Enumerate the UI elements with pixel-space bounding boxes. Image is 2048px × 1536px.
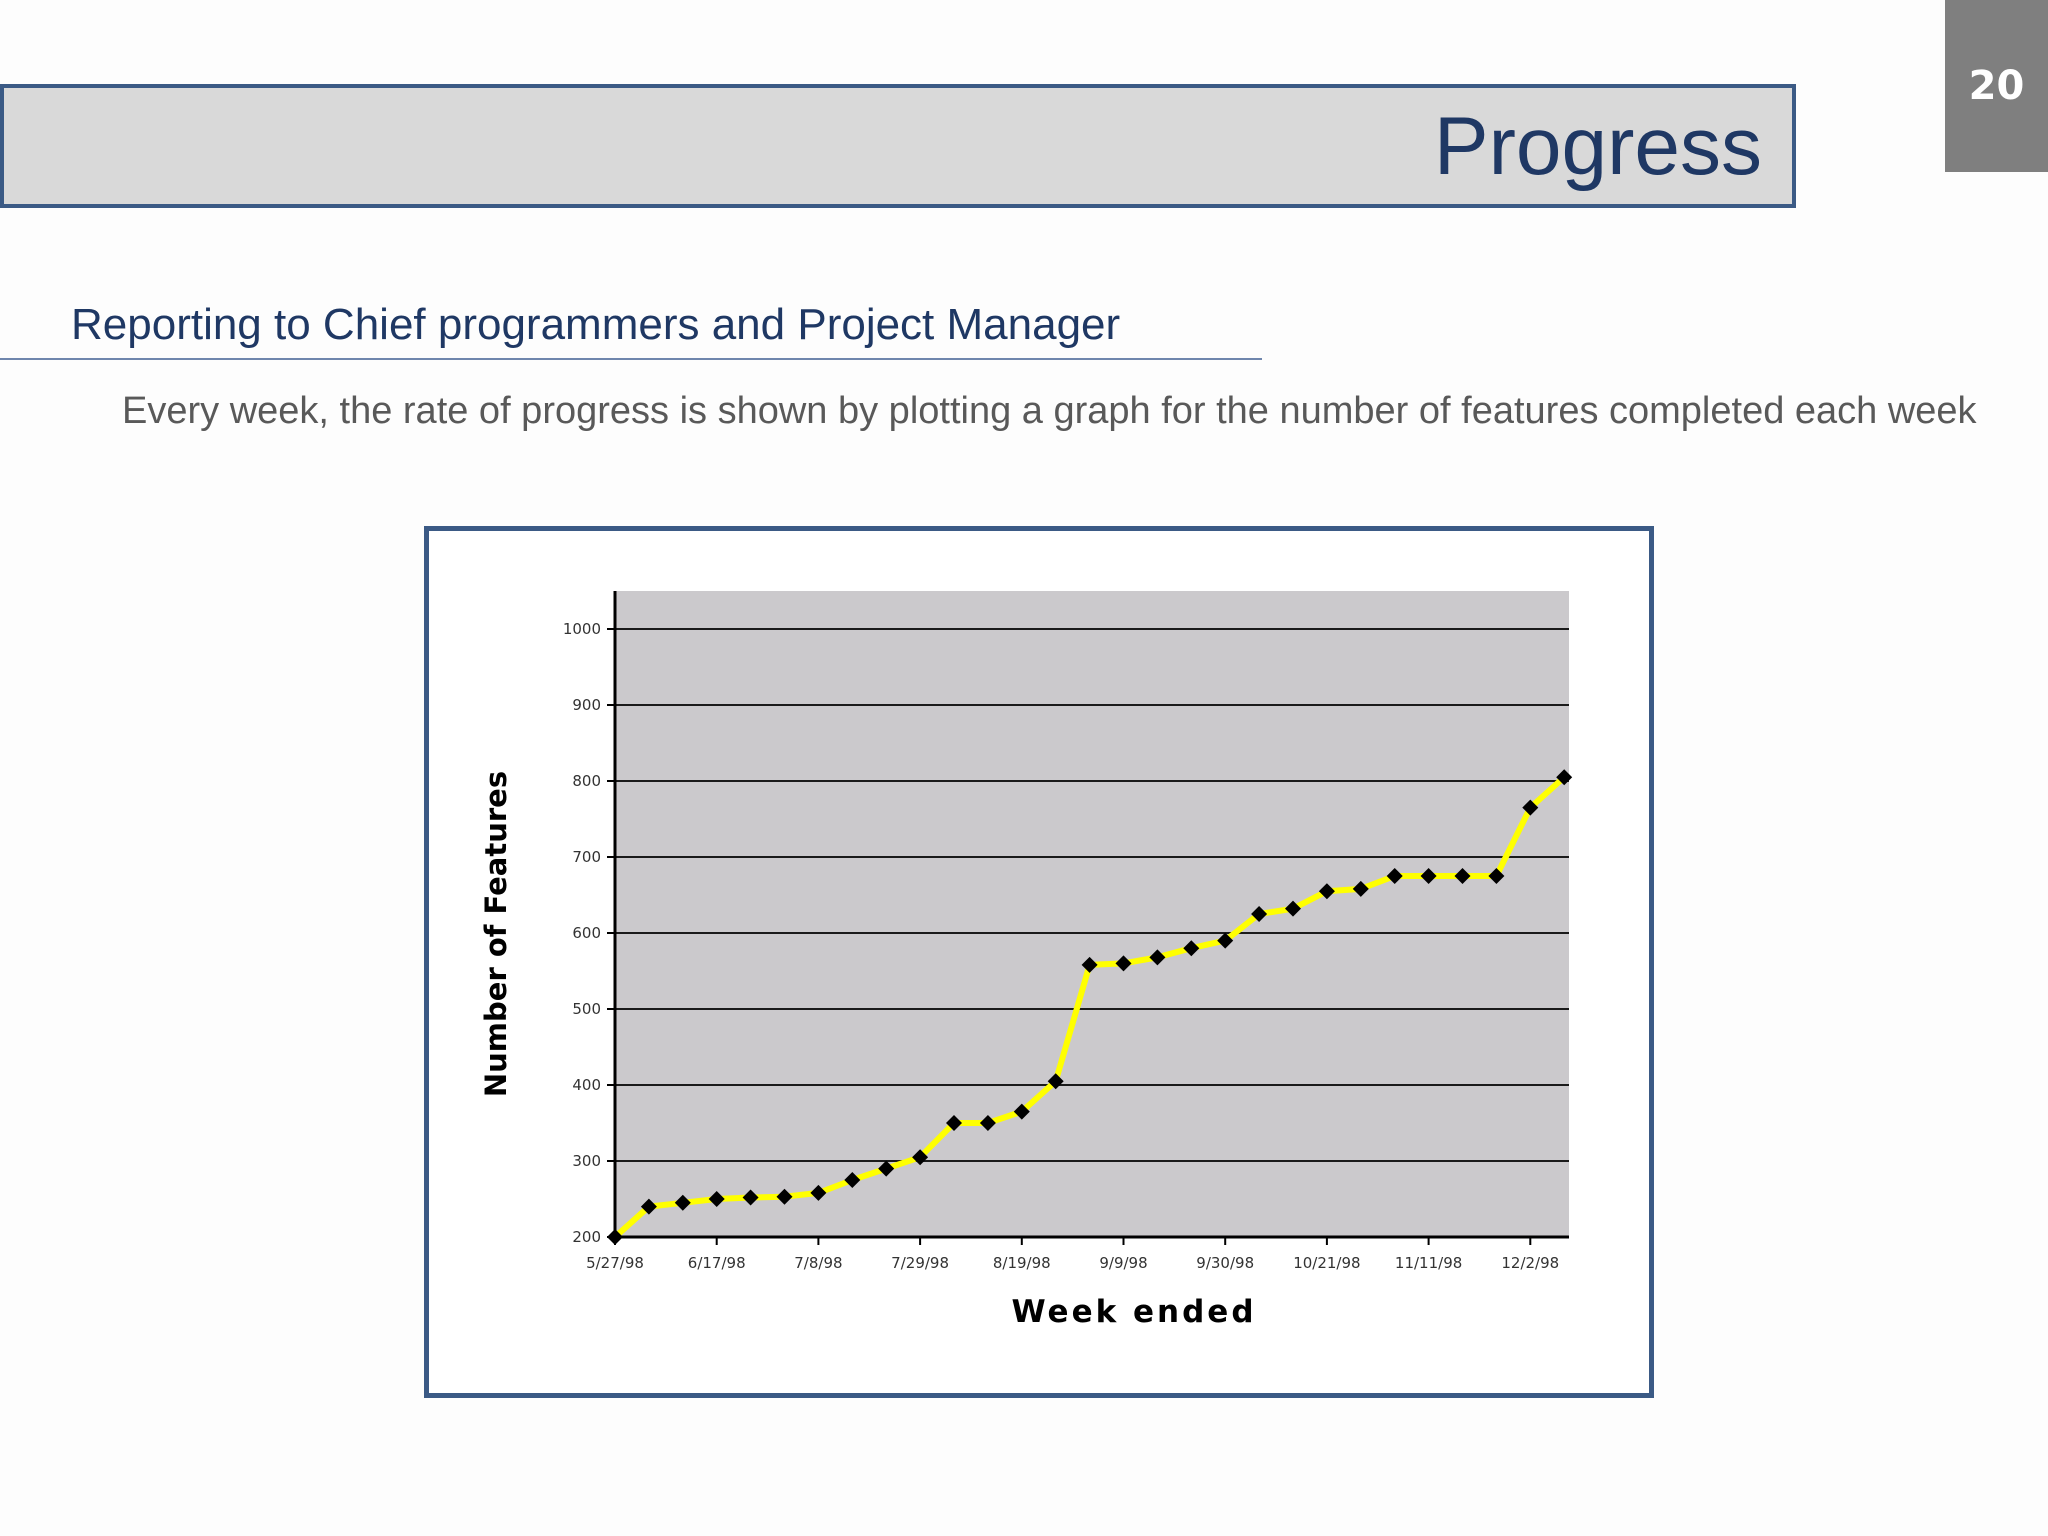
data-point <box>1488 868 1505 884</box>
x-tick-label: 7/29/98 <box>891 1254 949 1272</box>
x-tick-label: 9/9/98 <box>1099 1254 1147 1272</box>
data-point <box>708 1191 725 1207</box>
y-tick-label: 800 <box>572 772 601 790</box>
x-tick-label: 7/8/98 <box>794 1254 842 1272</box>
data-point <box>1556 769 1573 786</box>
progress-line-chart: 200 300 400 500 600 700 800 900 1000 5/27/98 6/17… <box>479 591 1573 1330</box>
x-axis-ticks: 5/27/98 6/17/98 7/8/98 7/29/98 8/19/98 9/9/98… <box>586 1237 1559 1272</box>
x-tick-label: 10/21/98 <box>1293 1254 1360 1272</box>
data-point <box>912 1149 929 1166</box>
data-point <box>640 1198 657 1215</box>
heading-underline <box>0 358 1262 360</box>
data-point <box>674 1194 691 1211</box>
x-tick-label: 11/11/98 <box>1395 1254 1462 1272</box>
data-point <box>776 1188 793 1205</box>
data-point <box>1149 949 1166 966</box>
data-point <box>1047 1073 1064 1090</box>
data-markers <box>607 769 1573 1245</box>
body-paragraph: Every week, the rate of progress is show… <box>122 390 1977 432</box>
data-point <box>1352 880 1369 897</box>
data-point <box>1420 868 1437 884</box>
y-tick-label: 900 <box>572 696 601 714</box>
data-point <box>1285 900 1301 917</box>
title-bar: Progress <box>0 84 1796 208</box>
chart-frame: 200 300 400 500 600 700 800 900 1000 5/27/98 6/17… <box>424 526 1654 1398</box>
data-point <box>1013 1103 1030 1120</box>
x-tick-label: 12/2/98 <box>1501 1254 1559 1272</box>
data-point <box>844 1172 861 1188</box>
data-point <box>742 1189 759 1206</box>
data-point <box>1217 932 1234 949</box>
y-tick-label: 300 <box>572 1152 601 1170</box>
y-tick-label: 700 <box>572 848 601 866</box>
data-point <box>607 1229 623 1245</box>
data-point <box>1115 955 1132 972</box>
y-tick-label: 500 <box>572 1000 601 1018</box>
data-point <box>1251 906 1268 922</box>
data-point <box>878 1160 895 1177</box>
y-tick-label: 600 <box>572 924 601 942</box>
x-tick-label: 8/19/98 <box>993 1254 1051 1272</box>
data-point <box>1522 799 1539 816</box>
data-point <box>1318 883 1335 900</box>
data-point <box>1081 956 1098 973</box>
y-axis-ticks: 200 300 400 500 600 700 800 900 1000 <box>563 620 615 1246</box>
x-tick-label: 9/30/98 <box>1196 1254 1254 1272</box>
x-tick-label: 6/17/98 <box>688 1254 746 1272</box>
x-axis-title: Week ended <box>1011 1294 1256 1330</box>
plot-area <box>615 591 1569 1237</box>
y-axis-title: Number of Features <box>479 771 513 1097</box>
y-tick-label: 1000 <box>563 620 601 638</box>
x-tick-label: 5/27/98 <box>586 1254 644 1272</box>
y-tick-label: 400 <box>572 1076 601 1094</box>
slide-title: Progress <box>1433 101 1762 192</box>
data-point <box>979 1115 996 1131</box>
y-tick-label: 200 <box>572 1228 601 1246</box>
data-point <box>810 1184 827 1201</box>
data-point <box>1183 940 1200 957</box>
data-point <box>1386 868 1403 884</box>
section-heading: Reporting to Chief programmers and Proje… <box>71 300 1121 349</box>
data-point <box>946 1115 962 1131</box>
page-number: 20 <box>1945 0 2048 172</box>
gridlines <box>615 628 1569 1162</box>
data-point <box>1454 868 1471 884</box>
